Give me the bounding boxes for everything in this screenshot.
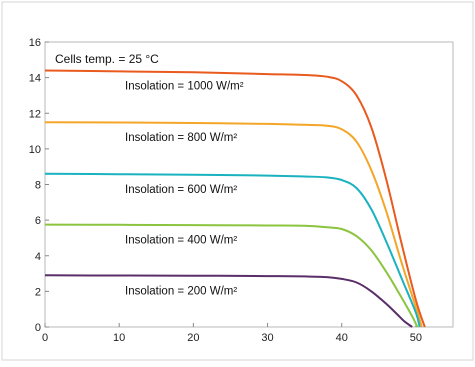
x-tick-label: 30	[261, 332, 273, 344]
y-axis-ticks: 0 2 4 6 8 10 12 14 16	[29, 37, 49, 334]
y-tick-label: 2	[35, 286, 41, 298]
y-tick-label: 14	[29, 73, 41, 85]
x-axis-ticks: 0 10 20 30 40 50	[42, 323, 422, 344]
y-tick-label: 6	[35, 215, 41, 227]
y-tick-label: 12	[29, 108, 41, 120]
x-tick-label: 40	[336, 332, 348, 344]
series-label: Insolation = 400 W/m²	[125, 235, 237, 247]
series-line	[44, 172, 421, 328]
series-line	[44, 223, 419, 328]
series-labels: Insolation = 1000 W/m² Insolation = 800 W…	[125, 81, 244, 298]
y-tick-label: 10	[29, 144, 41, 156]
x-tick-label: 20	[187, 332, 199, 344]
series-label: Insolation = 1000 W/m²	[125, 81, 244, 93]
series-line	[44, 69, 426, 328]
x-tick-label: 0	[42, 332, 48, 344]
series-label: Insolation = 800 W/m²	[125, 132, 237, 144]
series-line	[44, 121, 423, 328]
y-tick-label: 0	[35, 322, 41, 334]
x-tick-label: 10	[113, 332, 125, 344]
plot-area	[44, 41, 454, 328]
series-label: Insolation = 200 W/m²	[125, 285, 237, 297]
y-tick-label: 16	[29, 37, 41, 49]
cells-temp-annotation: Cells temp. = 25 °C	[55, 52, 159, 66]
series-line	[44, 274, 413, 328]
y-tick-label: 8	[35, 180, 41, 192]
y-tick-label: 4	[35, 251, 41, 263]
series-lines	[44, 69, 426, 328]
x-tick-label: 50	[410, 332, 422, 344]
series-label: Insolation = 600 W/m²	[125, 184, 237, 196]
